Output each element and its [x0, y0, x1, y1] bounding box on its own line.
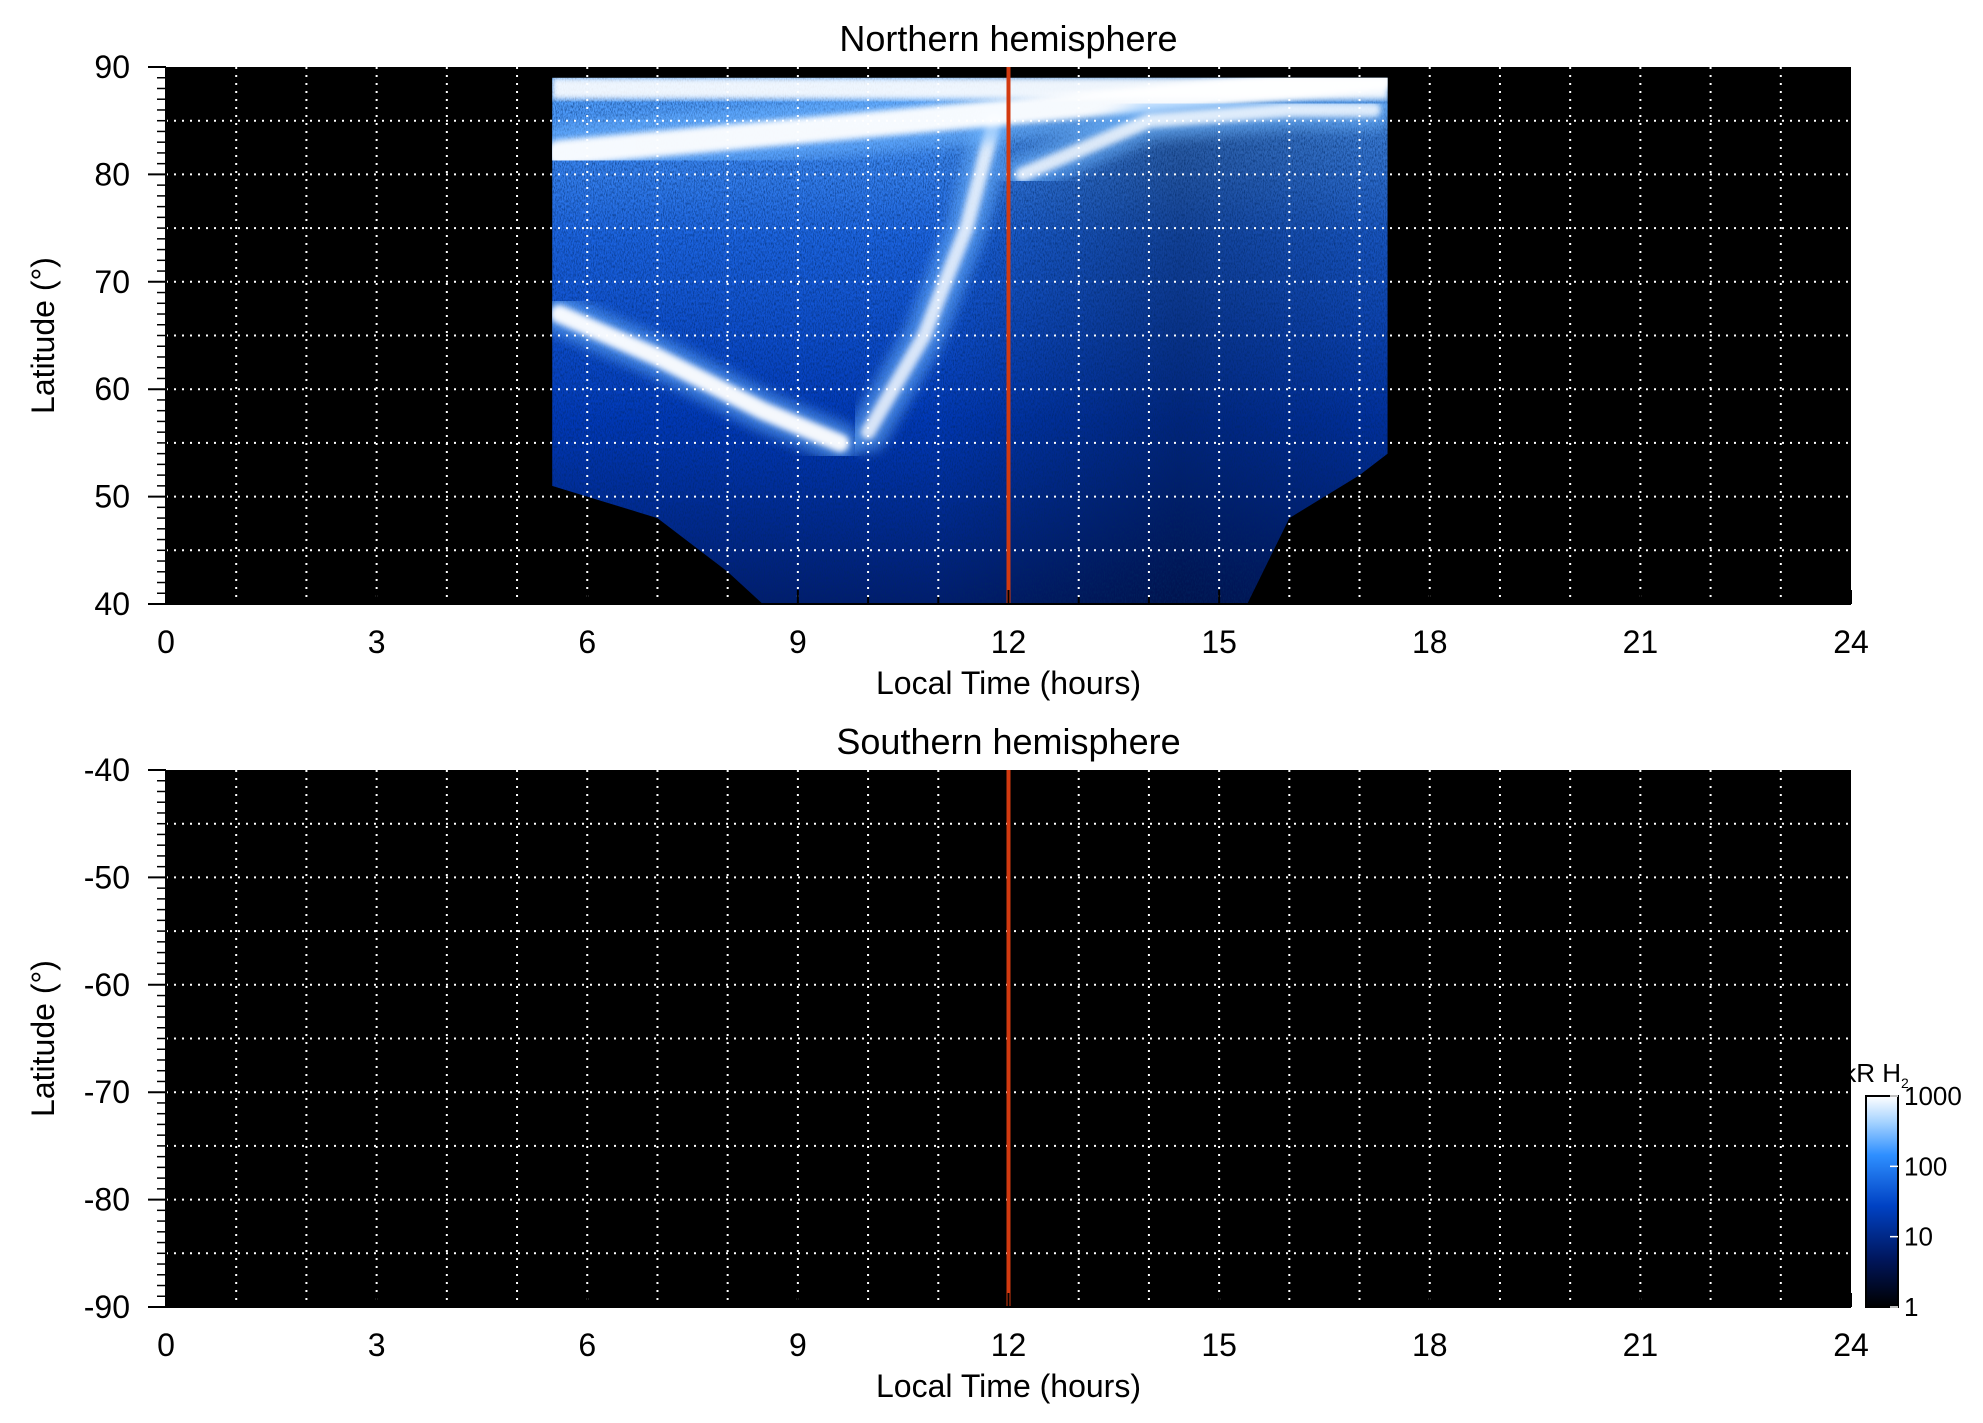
- x-tick-label-southern-0: 0: [157, 1327, 175, 1363]
- x-tick-label-southern-4: 12: [991, 1327, 1027, 1363]
- intensity-map-northern: [552, 77, 1388, 605]
- colorbar-tick-label-1: 10: [1904, 1222, 1933, 1252]
- colorbar-tick-label-0: 1: [1904, 1292, 1918, 1322]
- y-tick-label-northern-1: 50: [94, 479, 130, 515]
- y-tick-label-northern-5: 90: [94, 49, 130, 85]
- x-tick-label-southern-8: 24: [1833, 1327, 1869, 1363]
- x-tick-label-northern-0: 0: [157, 624, 175, 660]
- x-tick-label-northern-1: 3: [368, 624, 386, 660]
- colorbar-tick-label-3: 1000: [1904, 1081, 1962, 1111]
- grid-southern: [166, 770, 1851, 1307]
- y-tick-label-northern-2: 60: [94, 371, 130, 407]
- axes-northern: 0 3 6 9 12 15 18 21 24 40 50 60 70 80 90: [94, 49, 1868, 660]
- panel-title-northern: Northern hemisphere: [839, 18, 1177, 59]
- coverage-region-northern: [552, 77, 1388, 605]
- y-tick-label-southern-0: -40: [84, 752, 130, 788]
- x-tick-label-northern-6: 18: [1412, 624, 1448, 660]
- y-axis-label-northern: Latitude (°): [25, 257, 61, 414]
- x-tick-label-northern-3: 9: [789, 624, 807, 660]
- y-tick-label-southern-1: -50: [84, 859, 130, 895]
- x-tick-label-northern-8: 24: [1833, 624, 1869, 660]
- colorbar-title-subscript: 2: [1901, 1075, 1909, 1091]
- colorbar: kR H2 1 10 100 1000: [1843, 1058, 1962, 1322]
- x-tick-label-southern-7: 21: [1623, 1327, 1659, 1363]
- pole-cap-band-northern: [552, 77, 1388, 100]
- colorbar-gradient: [1865, 1095, 1899, 1308]
- feature-core-northern-1: [860, 113, 1002, 440]
- colorbar-title-main: kR H: [1843, 1058, 1901, 1088]
- x-tick-label-southern-5: 15: [1201, 1327, 1237, 1363]
- y-tick-label-southern-4: -80: [84, 1182, 130, 1218]
- colorbar-ticks: 1 10 100 1000: [1890, 1081, 1962, 1322]
- colorbar-tick-label-2: 100: [1904, 1151, 1947, 1181]
- y-tick-label-northern-4: 80: [94, 156, 130, 192]
- x-tick-label-northern-2: 6: [578, 624, 596, 660]
- x-tick-label-southern-6: 18: [1412, 1327, 1448, 1363]
- feature-core-northern-0: [552, 305, 849, 452]
- grid-northern: [166, 67, 1851, 604]
- x-tick-label-northern-5: 15: [1201, 624, 1237, 660]
- y-tick-label-southern-2: -60: [84, 967, 130, 1003]
- y-tick-label-southern-5: -90: [84, 1289, 130, 1325]
- x-tick-label-southern-2: 6: [578, 1327, 596, 1363]
- x-axis-label-northern: Local Time (hours): [876, 665, 1141, 701]
- x-axis-label-southern: Local Time (hours): [876, 1368, 1141, 1404]
- x-tick-label-southern-1: 3: [368, 1327, 386, 1363]
- x-tick-label-southern-3: 9: [789, 1327, 807, 1363]
- x-tick-label-northern-4: 12: [991, 624, 1027, 660]
- x-tick-label-northern-7: 21: [1623, 624, 1659, 660]
- axes-southern: 0 3 6 9 12 15 18 21 24 -40 -50 -60 -70 -80 -90: [84, 752, 1869, 1363]
- panel-southern: Southern hemisphere 0 3 6 9 12 15 18 21 24 -40 -50…: [25, 721, 1869, 1404]
- y-axis-label-southern: Latitude (°): [25, 960, 61, 1117]
- y-tick-label-northern-3: 70: [94, 264, 130, 300]
- y-tick-label-northern-0: 40: [94, 586, 130, 622]
- y-tick-label-southern-3: -70: [84, 1074, 130, 1110]
- colorbar-title: kR H2: [1843, 1058, 1909, 1091]
- panel-northern: Northern hemisphere 0 3 6 9 12 15 18 21 24 40 50 60…: [25, 18, 1869, 701]
- panel-title-southern: Southern hemisphere: [836, 721, 1180, 762]
